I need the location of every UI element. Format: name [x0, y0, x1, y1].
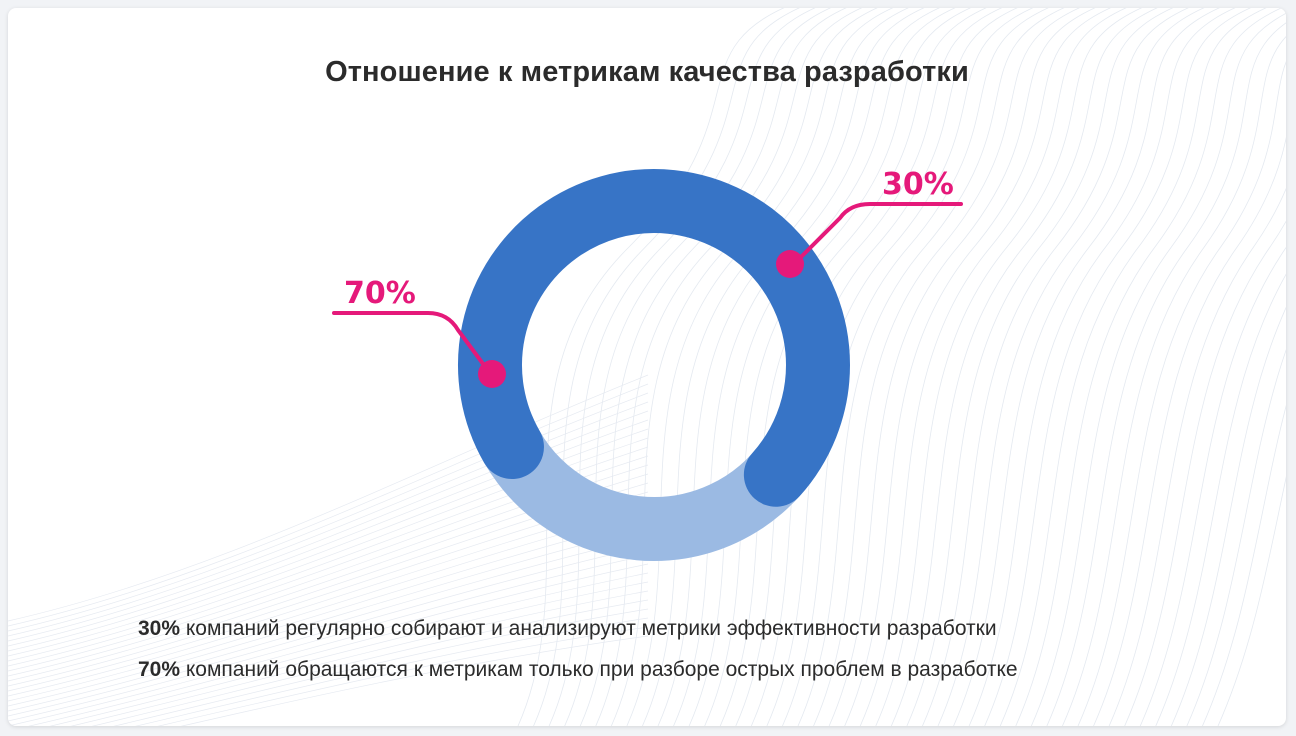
chart-title: Отношение к метрикам качества разработки	[325, 56, 969, 88]
legend-item-occasional: 70% компаний обращаются к метрикам тольк…	[138, 649, 1018, 690]
decorative-wave-lines	[8, 8, 1286, 726]
donut-slice-70	[458, 169, 850, 507]
callout-dot-70	[478, 360, 506, 388]
legend-percent: 30%	[138, 617, 181, 640]
legend: 30% компаний регулярно собирают и анализ…	[138, 608, 1018, 690]
legend-text: компаний обращаются к метрикам только пр…	[185, 658, 1018, 681]
callout-line-30	[790, 202, 963, 268]
legend-percent: 70%	[138, 658, 181, 681]
callout-dot-30	[776, 250, 804, 278]
data-label-70: 70%	[344, 276, 416, 311]
chart-card: Отношение к метрикам качества разработки…	[8, 8, 1286, 726]
data-label-30: 30%	[882, 167, 954, 202]
legend-item-regular: 30% компаний регулярно собирают и анализ…	[138, 608, 1018, 649]
donut-chart: 70% 30%	[332, 167, 963, 561]
legend-text: компаний регулярно собирают и анализирую…	[185, 617, 997, 640]
callout-line-70	[332, 311, 494, 378]
